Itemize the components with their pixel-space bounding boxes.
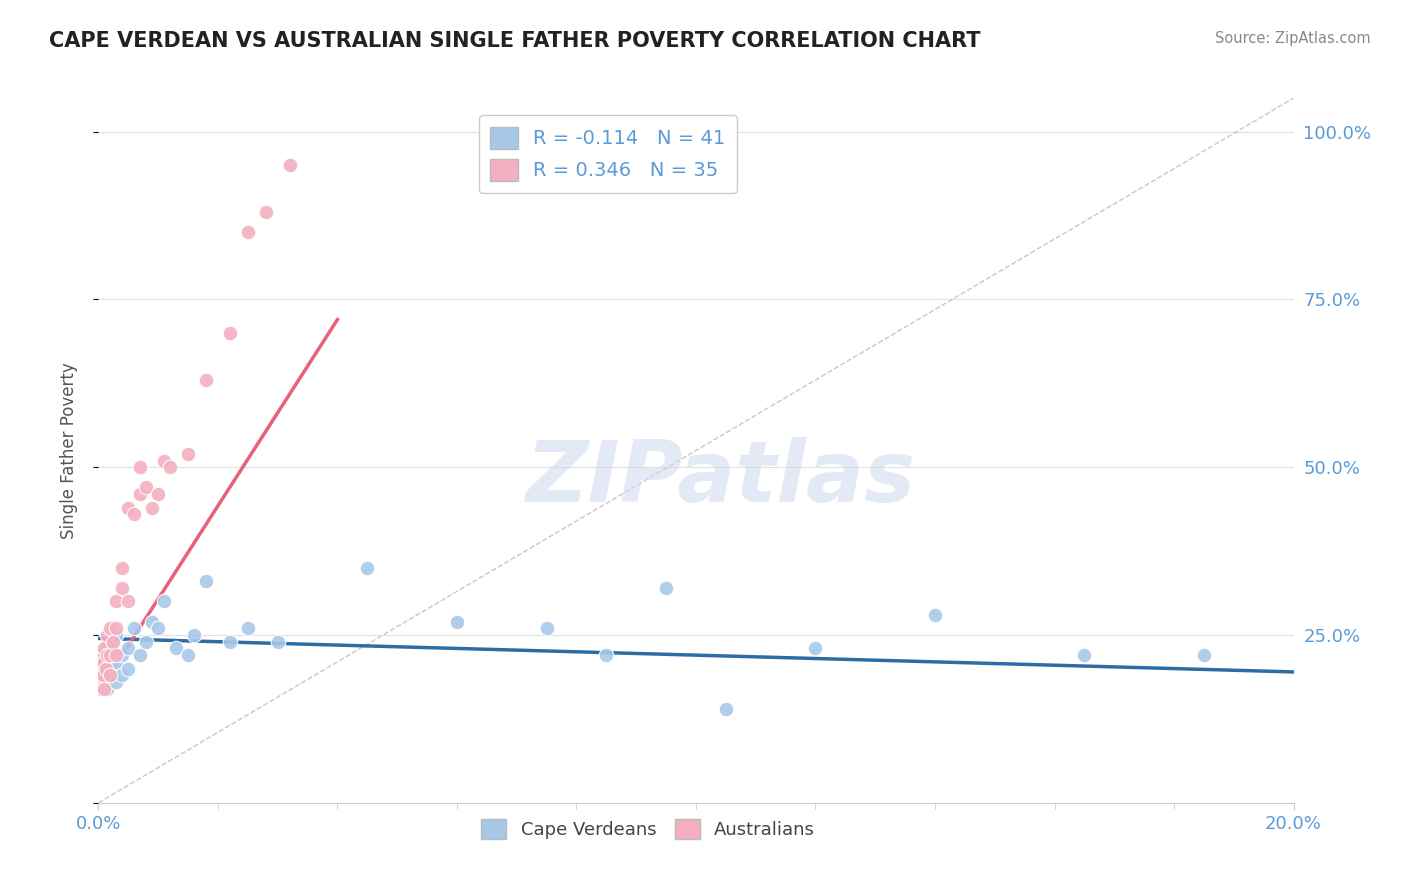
Point [117, 500, 139, 515]
Point [124, 507, 146, 521]
Point [96, 641, 118, 656]
Point [98, 648, 122, 662]
Point [1073, 648, 1095, 662]
Point [105, 648, 128, 662]
Point [183, 628, 205, 642]
Point [159, 460, 181, 475]
Point [219, 326, 242, 340]
Point [111, 561, 134, 575]
Point [105, 628, 128, 642]
Point [141, 500, 163, 515]
Point [111, 581, 134, 595]
Point [98, 662, 122, 676]
Point [129, 460, 152, 475]
Point [105, 655, 128, 669]
Point [129, 487, 152, 501]
Point [98, 668, 122, 682]
Legend: Cape Verdeans, Australians: Cape Verdeans, Australians [474, 812, 823, 847]
Point [91, 675, 114, 690]
Point [148, 487, 170, 501]
Point [254, 205, 277, 219]
Point [195, 373, 218, 387]
Point [96, 648, 118, 662]
Point [446, 615, 468, 629]
Point [356, 561, 378, 575]
Point [103, 634, 125, 648]
Point [96, 681, 118, 696]
Point [236, 225, 259, 239]
Point [124, 621, 146, 635]
Text: Source: ZipAtlas.com: Source: ZipAtlas.com [1215, 31, 1371, 46]
Point [135, 480, 157, 494]
Text: ZIPatlas: ZIPatlas [524, 437, 915, 520]
Point [148, 621, 170, 635]
Point [105, 675, 128, 690]
Point [93, 648, 115, 662]
Point [129, 648, 152, 662]
Point [595, 648, 617, 662]
Point [236, 621, 259, 635]
Point [98, 668, 122, 682]
Point [153, 594, 176, 608]
Point [141, 615, 163, 629]
Point [111, 668, 134, 682]
Point [219, 634, 242, 648]
Point [93, 655, 115, 669]
Point [94, 662, 117, 676]
Point [90, 648, 112, 662]
Point [135, 634, 157, 648]
Point [98, 648, 122, 662]
Point [105, 621, 128, 635]
Point [924, 607, 946, 622]
Point [98, 621, 122, 635]
Point [111, 648, 134, 662]
Point [177, 648, 200, 662]
Point [177, 447, 200, 461]
Point [267, 634, 290, 648]
Point [93, 641, 115, 656]
Point [89, 681, 111, 696]
Point [655, 581, 678, 595]
Point [91, 668, 114, 682]
Point [714, 702, 737, 716]
Point [117, 641, 139, 656]
Point [804, 641, 827, 656]
Point [1192, 648, 1215, 662]
Text: CAPE VERDEAN VS AUSTRALIAN SINGLE FATHER POVERTY CORRELATION CHART: CAPE VERDEAN VS AUSTRALIAN SINGLE FATHER… [49, 31, 981, 51]
Point [93, 668, 115, 682]
Point [103, 634, 125, 648]
Point [117, 594, 139, 608]
Point [165, 641, 187, 656]
Y-axis label: Single Father Poverty: Single Father Poverty [59, 362, 77, 539]
Point [278, 158, 301, 172]
Point [536, 621, 558, 635]
Point [105, 594, 128, 608]
Point [117, 662, 139, 676]
Point [195, 574, 218, 589]
Point [94, 655, 117, 669]
Point [90, 662, 112, 676]
Point [96, 628, 118, 642]
Point [90, 662, 112, 676]
Point [153, 453, 176, 467]
Point [93, 681, 115, 696]
